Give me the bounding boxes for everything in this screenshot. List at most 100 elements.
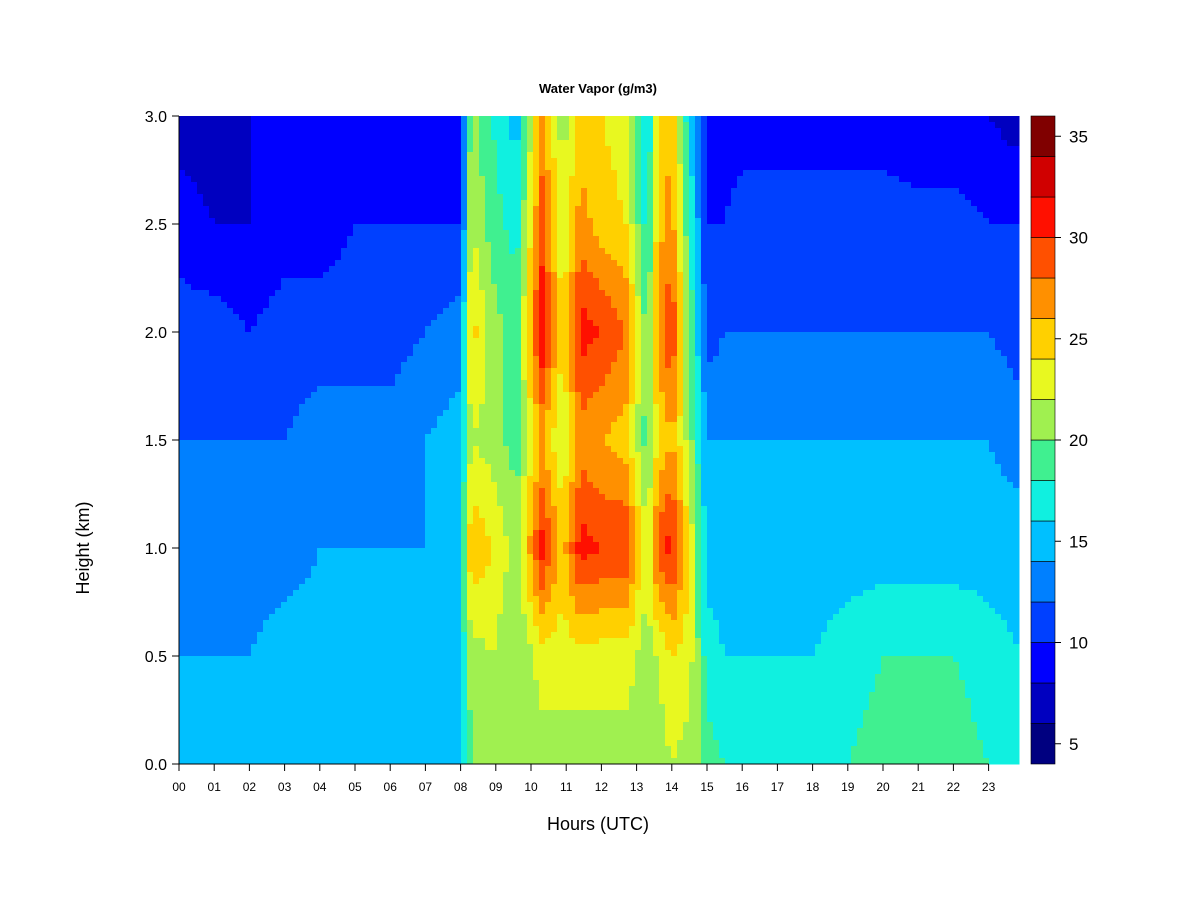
heatmap-cell bbox=[425, 398, 432, 405]
heatmap-cell bbox=[275, 248, 282, 255]
heatmap-cell bbox=[347, 164, 354, 171]
heatmap-cell bbox=[197, 146, 204, 153]
heatmap-cell bbox=[431, 710, 438, 717]
heatmap-cell bbox=[275, 434, 282, 441]
heatmap-cell bbox=[377, 728, 384, 735]
heatmap-cell bbox=[323, 698, 330, 705]
heatmap-cell bbox=[437, 638, 444, 645]
heatmap-cell bbox=[197, 194, 204, 201]
heatmap-cell bbox=[365, 620, 372, 627]
heatmap-cell bbox=[377, 134, 384, 141]
heatmap-cell bbox=[311, 164, 318, 171]
heatmap-cell bbox=[263, 740, 270, 747]
heatmap-cell bbox=[179, 392, 186, 399]
heatmap-cell bbox=[311, 188, 318, 195]
heatmap-cell bbox=[317, 524, 324, 531]
heatmap-cell bbox=[239, 260, 246, 267]
heatmap-cell bbox=[311, 182, 318, 189]
heatmap-cell bbox=[443, 704, 450, 711]
heatmap-cell bbox=[359, 296, 366, 303]
heatmap-cell bbox=[389, 212, 396, 219]
heatmap-cell bbox=[371, 266, 378, 273]
heatmap-cell bbox=[215, 464, 222, 471]
heatmap-cell bbox=[185, 176, 192, 183]
heatmap-cell bbox=[383, 230, 390, 237]
heatmap-cell bbox=[179, 566, 186, 573]
heatmap-cell bbox=[287, 404, 294, 411]
heatmap-cell bbox=[191, 344, 198, 351]
heatmap-cell bbox=[443, 344, 450, 351]
heatmap-cell bbox=[449, 380, 456, 387]
heatmap-cell bbox=[317, 584, 324, 591]
heatmap-cell bbox=[191, 554, 198, 561]
heatmap-cell bbox=[245, 182, 252, 189]
heatmap-cell bbox=[221, 740, 228, 747]
heatmap-cell bbox=[245, 542, 252, 549]
heatmap-cell bbox=[353, 242, 360, 249]
heatmap-cell bbox=[293, 728, 300, 735]
heatmap-cell bbox=[395, 326, 402, 333]
heatmap-cell bbox=[191, 320, 198, 327]
heatmap-cell bbox=[281, 548, 288, 555]
heatmap-cell bbox=[233, 152, 240, 159]
heatmap-cell bbox=[317, 728, 324, 735]
heatmap-cell bbox=[251, 278, 258, 285]
heatmap-cell bbox=[401, 758, 408, 765]
heatmap-cell bbox=[347, 578, 354, 585]
heatmap-cell bbox=[425, 452, 432, 459]
heatmap-cell bbox=[335, 230, 342, 237]
heatmap-cell bbox=[305, 650, 312, 657]
heatmap-cell bbox=[431, 614, 438, 621]
heatmap-cell bbox=[227, 578, 234, 585]
heatmap-cell bbox=[425, 626, 432, 633]
heatmap-cell bbox=[185, 440, 192, 447]
heatmap-cell bbox=[377, 452, 384, 459]
heatmap-cell bbox=[377, 608, 384, 615]
heatmap-cell bbox=[263, 128, 270, 135]
heatmap-cell bbox=[239, 326, 246, 333]
heatmap-cell bbox=[383, 356, 390, 363]
heatmap-cell bbox=[221, 608, 228, 615]
heatmap-cell bbox=[329, 524, 336, 531]
heatmap-cell bbox=[383, 284, 390, 291]
heatmap-cell bbox=[203, 524, 210, 531]
heatmap-cell bbox=[215, 722, 222, 729]
heatmap-cell bbox=[449, 116, 456, 123]
heatmap-cell bbox=[257, 362, 264, 369]
heatmap-cell bbox=[419, 656, 426, 663]
heatmap-cell bbox=[233, 302, 240, 309]
heatmap-cell bbox=[209, 284, 216, 291]
heatmap-cell bbox=[263, 116, 270, 123]
heatmap-cell bbox=[203, 146, 210, 153]
heatmap-cell bbox=[311, 512, 318, 519]
heatmap-cell bbox=[341, 512, 348, 519]
heatmap-cell bbox=[227, 668, 234, 675]
heatmap-cell bbox=[419, 284, 426, 291]
heatmap-cell bbox=[221, 578, 228, 585]
heatmap-cell bbox=[437, 296, 444, 303]
heatmap-cell bbox=[311, 284, 318, 291]
heatmap-cell bbox=[287, 530, 294, 537]
heatmap-cell bbox=[191, 284, 198, 291]
heatmap-cell bbox=[263, 650, 270, 657]
heatmap-cell bbox=[407, 674, 414, 681]
heatmap-cell bbox=[305, 386, 312, 393]
heatmap-cell bbox=[413, 386, 420, 393]
heatmap-cell bbox=[245, 314, 252, 321]
heatmap-cell bbox=[437, 302, 444, 309]
heatmap-cell bbox=[299, 344, 306, 351]
heatmap-cell bbox=[263, 686, 270, 693]
heatmap-cell bbox=[311, 440, 318, 447]
heatmap-cell bbox=[281, 758, 288, 765]
heatmap-cell bbox=[401, 728, 408, 735]
heatmap-cell bbox=[437, 692, 444, 699]
heatmap-cell bbox=[245, 134, 252, 141]
heatmap-cell bbox=[179, 416, 186, 423]
heatmap-cell bbox=[383, 338, 390, 345]
heatmap-cell bbox=[191, 722, 198, 729]
heatmap-cell bbox=[383, 368, 390, 375]
heatmap-cell bbox=[317, 626, 324, 633]
heatmap-cell bbox=[347, 554, 354, 561]
heatmap-cell bbox=[437, 362, 444, 369]
heatmap-cell bbox=[263, 356, 270, 363]
